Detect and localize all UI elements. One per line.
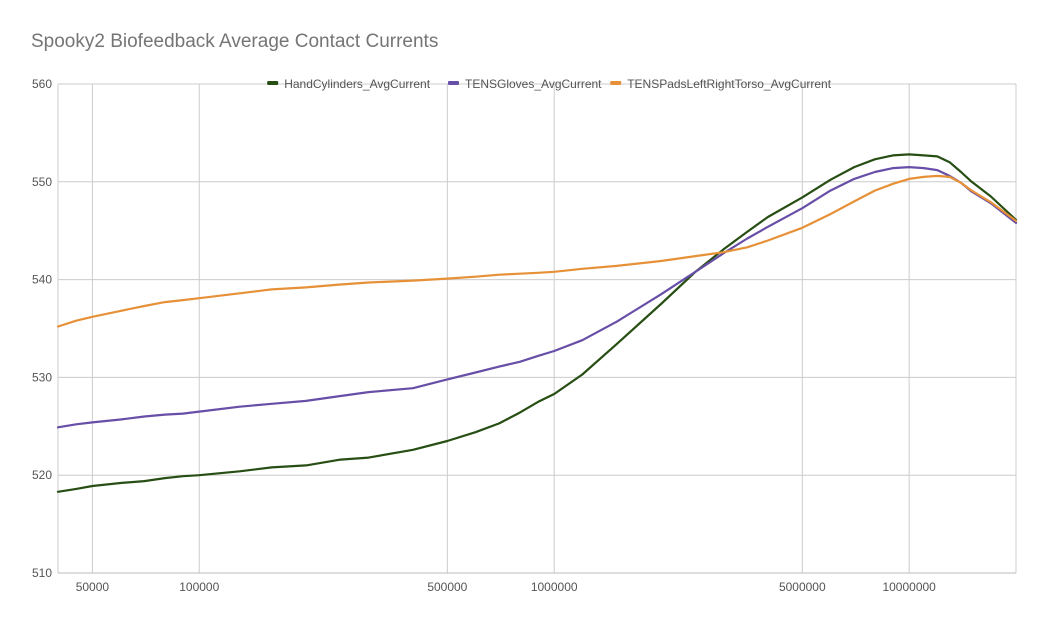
- legend-swatch: [267, 81, 279, 85]
- y-tick-label: 540: [32, 273, 52, 287]
- y-tick-label: 510: [32, 566, 52, 580]
- chart-title: Spooky2 Biofeedback Average Contact Curr…: [31, 31, 439, 52]
- legend: HandCylinders_AvgCurrent TENSGloves_AvgCu…: [267, 77, 832, 91]
- y-tick-label: 520: [32, 468, 52, 482]
- series-line-TENSGloves_AvgCurrent: [56, 166, 1018, 429]
- grid-lines: [58, 83, 1016, 574]
- x-tick-label: 5000000: [779, 580, 826, 594]
- x-tick-label: 100000: [179, 580, 219, 594]
- series-line-HandCylinders_AvgCurrent: [56, 153, 1018, 493]
- legend-swatch: [610, 81, 622, 85]
- legend-swatch: [448, 81, 459, 85]
- y-tick-label: 560: [32, 77, 52, 91]
- series-line-TENSPadsLeftRightTorso_AvgCurrent: [56, 174, 1018, 328]
- x-tick-label: 10000000: [882, 580, 936, 594]
- legend-label: TENSPadsLeftRightTorso_AvgCurrent: [627, 77, 832, 91]
- y-tick-label: 550: [32, 175, 52, 189]
- legend-label: TENSGloves_AvgCurrent: [465, 77, 602, 91]
- axes: 510 520 530 540 550 560 50000 100000 500000 10000…: [32, 77, 1017, 594]
- y-tick-label: 530: [32, 370, 52, 384]
- x-tick-label: 500000: [427, 580, 467, 594]
- x-tick-label: 1000000: [531, 580, 578, 594]
- x-tick-label: 50000: [76, 580, 110, 594]
- legend-label: HandCylinders_AvgCurrent: [284, 77, 431, 91]
- series-lines: [56, 153, 1018, 493]
